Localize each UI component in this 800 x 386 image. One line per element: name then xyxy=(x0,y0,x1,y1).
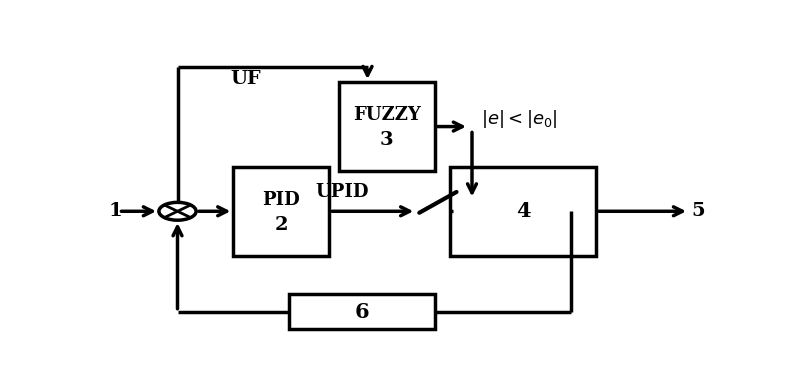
Bar xyxy=(338,82,435,171)
Text: FUZZY: FUZZY xyxy=(353,106,421,124)
Bar xyxy=(234,167,330,256)
Text: UPID: UPID xyxy=(315,183,369,201)
Bar xyxy=(450,167,596,256)
Text: 1: 1 xyxy=(109,202,122,220)
Text: 6: 6 xyxy=(354,301,370,322)
Text: 5: 5 xyxy=(691,202,705,220)
Text: UF: UF xyxy=(230,70,261,88)
Bar xyxy=(289,295,435,329)
Text: $|e|<|e_0|$: $|e|<|e_0|$ xyxy=(482,108,558,130)
Text: PID: PID xyxy=(262,191,300,209)
Text: 2: 2 xyxy=(274,216,288,234)
Circle shape xyxy=(159,202,196,220)
Text: 4: 4 xyxy=(516,201,530,221)
Text: 3: 3 xyxy=(380,131,394,149)
